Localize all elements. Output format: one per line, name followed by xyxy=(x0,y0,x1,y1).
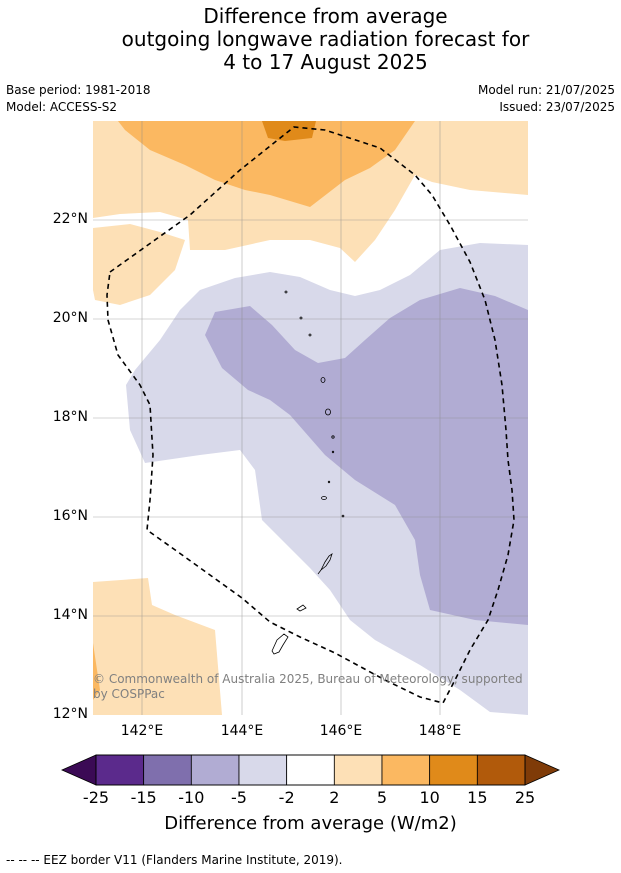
meta-right: Model run: 21/07/2025 Issued: 23/07/2025 xyxy=(478,82,615,116)
colorbar-under-triangle xyxy=(61,754,97,786)
lat-label-16n: 16°N xyxy=(52,508,88,524)
colorbar-cell xyxy=(143,754,192,786)
colorbar-tick-label: -15 xyxy=(130,788,157,807)
colorbar-cell xyxy=(286,754,335,786)
colorbar-cell xyxy=(190,754,240,786)
colorbar-cell xyxy=(95,754,145,786)
colorbar-cell xyxy=(381,754,431,786)
islands xyxy=(271,290,345,655)
colorbar-cell xyxy=(429,754,478,786)
anomaly-region-east-medium xyxy=(205,288,528,625)
lat-label-20n: 20°N xyxy=(52,310,88,326)
colorbar-tick-label: 2 xyxy=(329,788,340,807)
colorbar-title: Difference from average (W/m2) xyxy=(164,813,457,834)
title-line-2: outgoing longwave radiation forecast for xyxy=(121,27,530,51)
copyright-notice: © Commonwealth of Australia 2025, Bureau… xyxy=(93,672,523,701)
map-title: Difference from average outgoing longwav… xyxy=(0,5,621,74)
colorbar-cell xyxy=(238,754,288,786)
colorbar-tick-label: 5 xyxy=(376,788,388,807)
anomaly-region-southwest-medium xyxy=(93,643,100,700)
colorbar-tick-label: -10 xyxy=(178,788,205,807)
title-line-1: Difference from average xyxy=(203,4,448,28)
lat-label-18n: 18°N xyxy=(52,409,88,425)
colorbar-cell xyxy=(333,754,383,786)
colorbar-tick-label: -2 xyxy=(278,788,295,807)
anomaly-region-northwest-light xyxy=(93,224,185,305)
colorbar-tick-label: -25 xyxy=(82,788,110,807)
issued-date: Issued: 23/07/2025 xyxy=(499,100,615,114)
lon-label-144e: 144°E xyxy=(220,723,264,739)
colorbar-over-triangle xyxy=(524,754,560,786)
eez-border xyxy=(106,126,515,704)
title-line-3: 4 to 17 August 2025 xyxy=(223,50,428,74)
meta-left: Base period: 1981-2018 Model: ACCESS-S2 xyxy=(6,82,151,116)
lat-label-12n: 12°N xyxy=(52,706,88,722)
lat-label-14n: 14°N xyxy=(52,607,88,623)
colorbar-tick-label: 10 xyxy=(419,788,440,807)
colorbar xyxy=(61,754,560,786)
colorbar-tick-label: 15 xyxy=(467,788,488,807)
lat-label-22n: 22°N xyxy=(52,211,88,227)
lon-label-142e: 142°E xyxy=(120,723,164,739)
colorbar-tick-label: 25 xyxy=(514,788,536,807)
colorbar-cell xyxy=(476,754,526,786)
eez-legend-footnote: -- -- -- EEZ border V11 (Flanders Marine… xyxy=(6,853,343,867)
lon-label-148e: 148°E xyxy=(418,723,462,739)
model-name: Model: ACCESS-S2 xyxy=(6,100,118,114)
anomaly-region-southwest-light xyxy=(93,578,222,715)
anomaly-field xyxy=(93,121,528,715)
gridlines xyxy=(93,121,528,715)
base-period: Base period: 1981-2018 xyxy=(6,83,151,97)
lon-label-146e: 146°E xyxy=(319,723,363,739)
model-run: Model run: 21/07/2025 xyxy=(477,83,615,97)
colorbar-tick-label: -5 xyxy=(231,788,247,807)
